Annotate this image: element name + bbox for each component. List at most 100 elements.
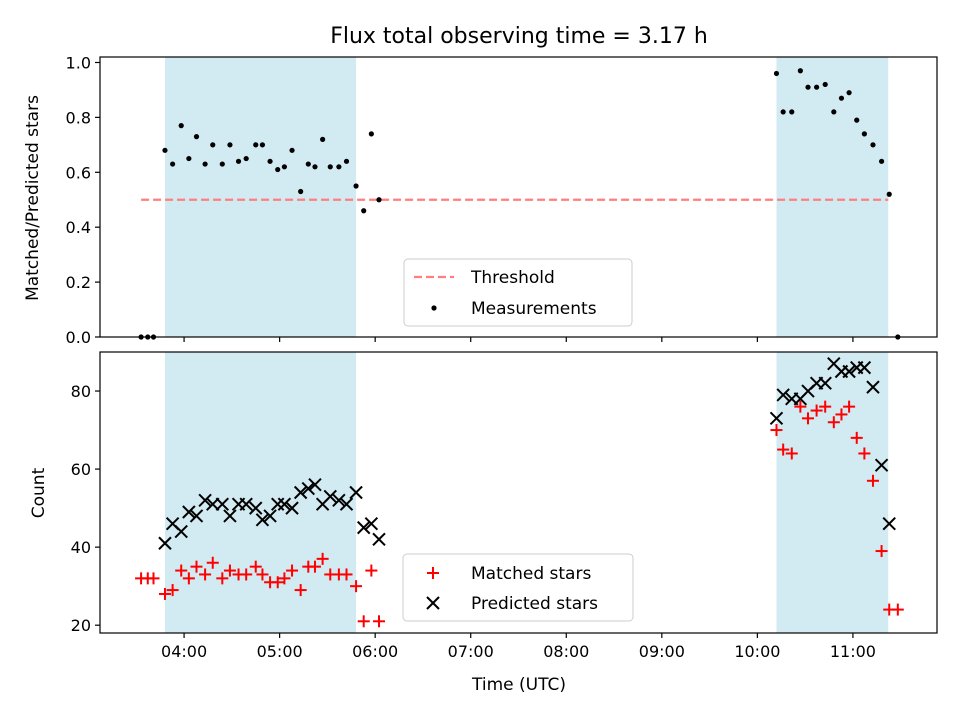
top-measurements-point <box>343 158 350 164</box>
bottom-matched-stars-point <box>240 568 253 581</box>
top-measurements-point <box>312 164 318 170</box>
bottom-predicted-stars-point <box>249 501 263 515</box>
bottom-predicted-stars-point <box>339 497 354 511</box>
top-measurements-point <box>773 70 780 77</box>
bottom-predicted-stars-point <box>293 485 308 500</box>
bottom-matched-stars-point <box>819 400 832 413</box>
top-measurements-point <box>780 109 786 115</box>
top-measurements-point <box>822 81 828 88</box>
bottom-ytick-label: 80 <box>71 382 91 401</box>
bottom-predicted-stars-point <box>882 517 896 531</box>
bottom-matched-stars-point <box>835 408 848 421</box>
top-measurements-point <box>831 109 837 115</box>
threshold-legend-label: Threshold <box>470 268 555 288</box>
bottom-matched-stars-point <box>182 572 195 585</box>
bottom-predicted-stars-point <box>263 509 277 523</box>
top-measurements-point <box>320 136 326 142</box>
bottom-matched-stars-point <box>777 443 790 456</box>
bottom-predicted-stars-point <box>357 520 371 535</box>
bottom-matched-stars-point <box>316 552 329 565</box>
bottom-predicted-stars-point <box>323 489 337 504</box>
predicted-stars-legend-label: Predicted stars <box>471 594 598 614</box>
bottom-predicted-stars-point <box>308 477 322 492</box>
bottom-predicted-stars-point <box>182 505 196 519</box>
top-ytick-label: 1.0 <box>66 53 91 72</box>
top-measurements-point <box>275 166 281 173</box>
flux-ratio-panel: 0.0 0.2 0.4 0.6 0.8 1.0 <box>66 53 938 347</box>
bottom-matched-stars-point <box>858 447 871 460</box>
top-ytick-label: 0.6 <box>66 163 91 182</box>
predicted-stars-legend-swatch <box>426 596 440 610</box>
bottom-predicted-stars-point <box>364 517 379 531</box>
top-measurements-point <box>162 147 168 153</box>
top-measurements-point <box>361 208 367 214</box>
bottom-matched-stars-point <box>190 560 203 573</box>
top-ytick-label: 0.4 <box>66 218 91 237</box>
bottom-xtick-label: 04:00 <box>161 642 207 661</box>
top-ylabel: Matched/Predicted stars <box>23 95 43 301</box>
top-measurements-point <box>838 95 845 101</box>
bottom-ylabel: Count <box>29 467 49 518</box>
top-measurements-point <box>305 161 311 167</box>
top-measurements-point <box>353 183 359 189</box>
bottom-matched-stars-point <box>166 584 179 597</box>
bottom-matched-stars-point <box>350 580 363 593</box>
bottom-xtick-label: 05:00 <box>257 642 303 661</box>
bottom-legend-frame <box>402 553 634 622</box>
bottom-predicted-stars-point <box>818 376 832 390</box>
bottom-ytick-label: 40 <box>71 538 91 557</box>
bottom-predicted-stars-point <box>776 388 790 402</box>
top-measurements-point <box>870 142 876 148</box>
bottom-matched-stars-point <box>308 560 321 573</box>
bottom-matched-stars-point <box>147 572 160 585</box>
bottom-xtick-label: 10:00 <box>734 642 780 661</box>
bottom-matched-stars-point <box>357 615 370 628</box>
bottom-matched-stars-point <box>891 603 904 616</box>
bottom-matched-stars-point <box>158 587 171 600</box>
top-measurements-point <box>797 68 803 74</box>
top-ytick-label: 0.2 <box>66 273 91 292</box>
bottom-predicted-stars-point <box>285 501 299 515</box>
bottom-matched-stars-point <box>373 615 385 628</box>
star-count-panel: 20 40 60 80 04:00 05:00 06:00 07:00 08:00 09:00 10… <box>71 351 938 661</box>
top-measurements-point <box>219 161 225 167</box>
top-measurements-point <box>235 158 242 164</box>
bottom-predicted-stars-point <box>349 485 363 500</box>
bottom-matched-stars-point <box>175 564 188 577</box>
bottom-matched-stars-point <box>199 568 212 581</box>
bottom-xtick-label: 08:00 <box>543 642 589 661</box>
bottom-shaded-span-0 <box>164 352 357 633</box>
matched-stars-legend-swatch <box>427 567 439 579</box>
bottom-matched-stars-point <box>875 545 888 558</box>
bottom-matched-stars-point <box>256 568 269 581</box>
bottom-predicted-stars-point <box>372 532 386 547</box>
top-measurements-point <box>805 84 811 90</box>
top-legend: Threshold Measurements <box>403 258 633 327</box>
bottom-matched-stars-point <box>843 400 856 413</box>
top-measurements-point <box>243 155 249 162</box>
top-measurements-point <box>376 197 382 203</box>
top-measurements-point <box>336 164 342 170</box>
top-shaded-span-0 <box>164 57 357 337</box>
bottom-predicted-stars-point <box>277 497 292 511</box>
bottom-predicted-stars-point <box>174 524 188 539</box>
bottom-predicted-stars-point <box>198 493 212 508</box>
top-measurements-point <box>846 90 852 96</box>
measurements-legend-label: Measurements <box>471 299 597 319</box>
top-measurements-point <box>289 147 295 153</box>
bottom-matched-stars-point <box>271 576 284 589</box>
chart-title: Flux total observing time = 3.17 h <box>330 24 708 49</box>
bottom-matched-stars-point <box>286 564 299 577</box>
top-measurements-point <box>186 155 192 162</box>
bottom-predicted-stars-point <box>206 497 220 511</box>
bottom-predicted-stars-point <box>301 481 316 496</box>
bottom-xtick-label: 11:00 <box>830 642 876 661</box>
top-measurements-point <box>886 191 892 197</box>
top-measurements-point <box>259 142 266 148</box>
bottom-matched-stars-point <box>770 424 783 437</box>
top-measurements-point <box>281 164 288 170</box>
matched-stars-legend-label: Matched stars <box>471 564 591 584</box>
top-measurements-point <box>368 131 374 137</box>
bottom-predicted-stars-point <box>239 497 253 511</box>
bottom-matched-stars-point <box>223 564 236 577</box>
